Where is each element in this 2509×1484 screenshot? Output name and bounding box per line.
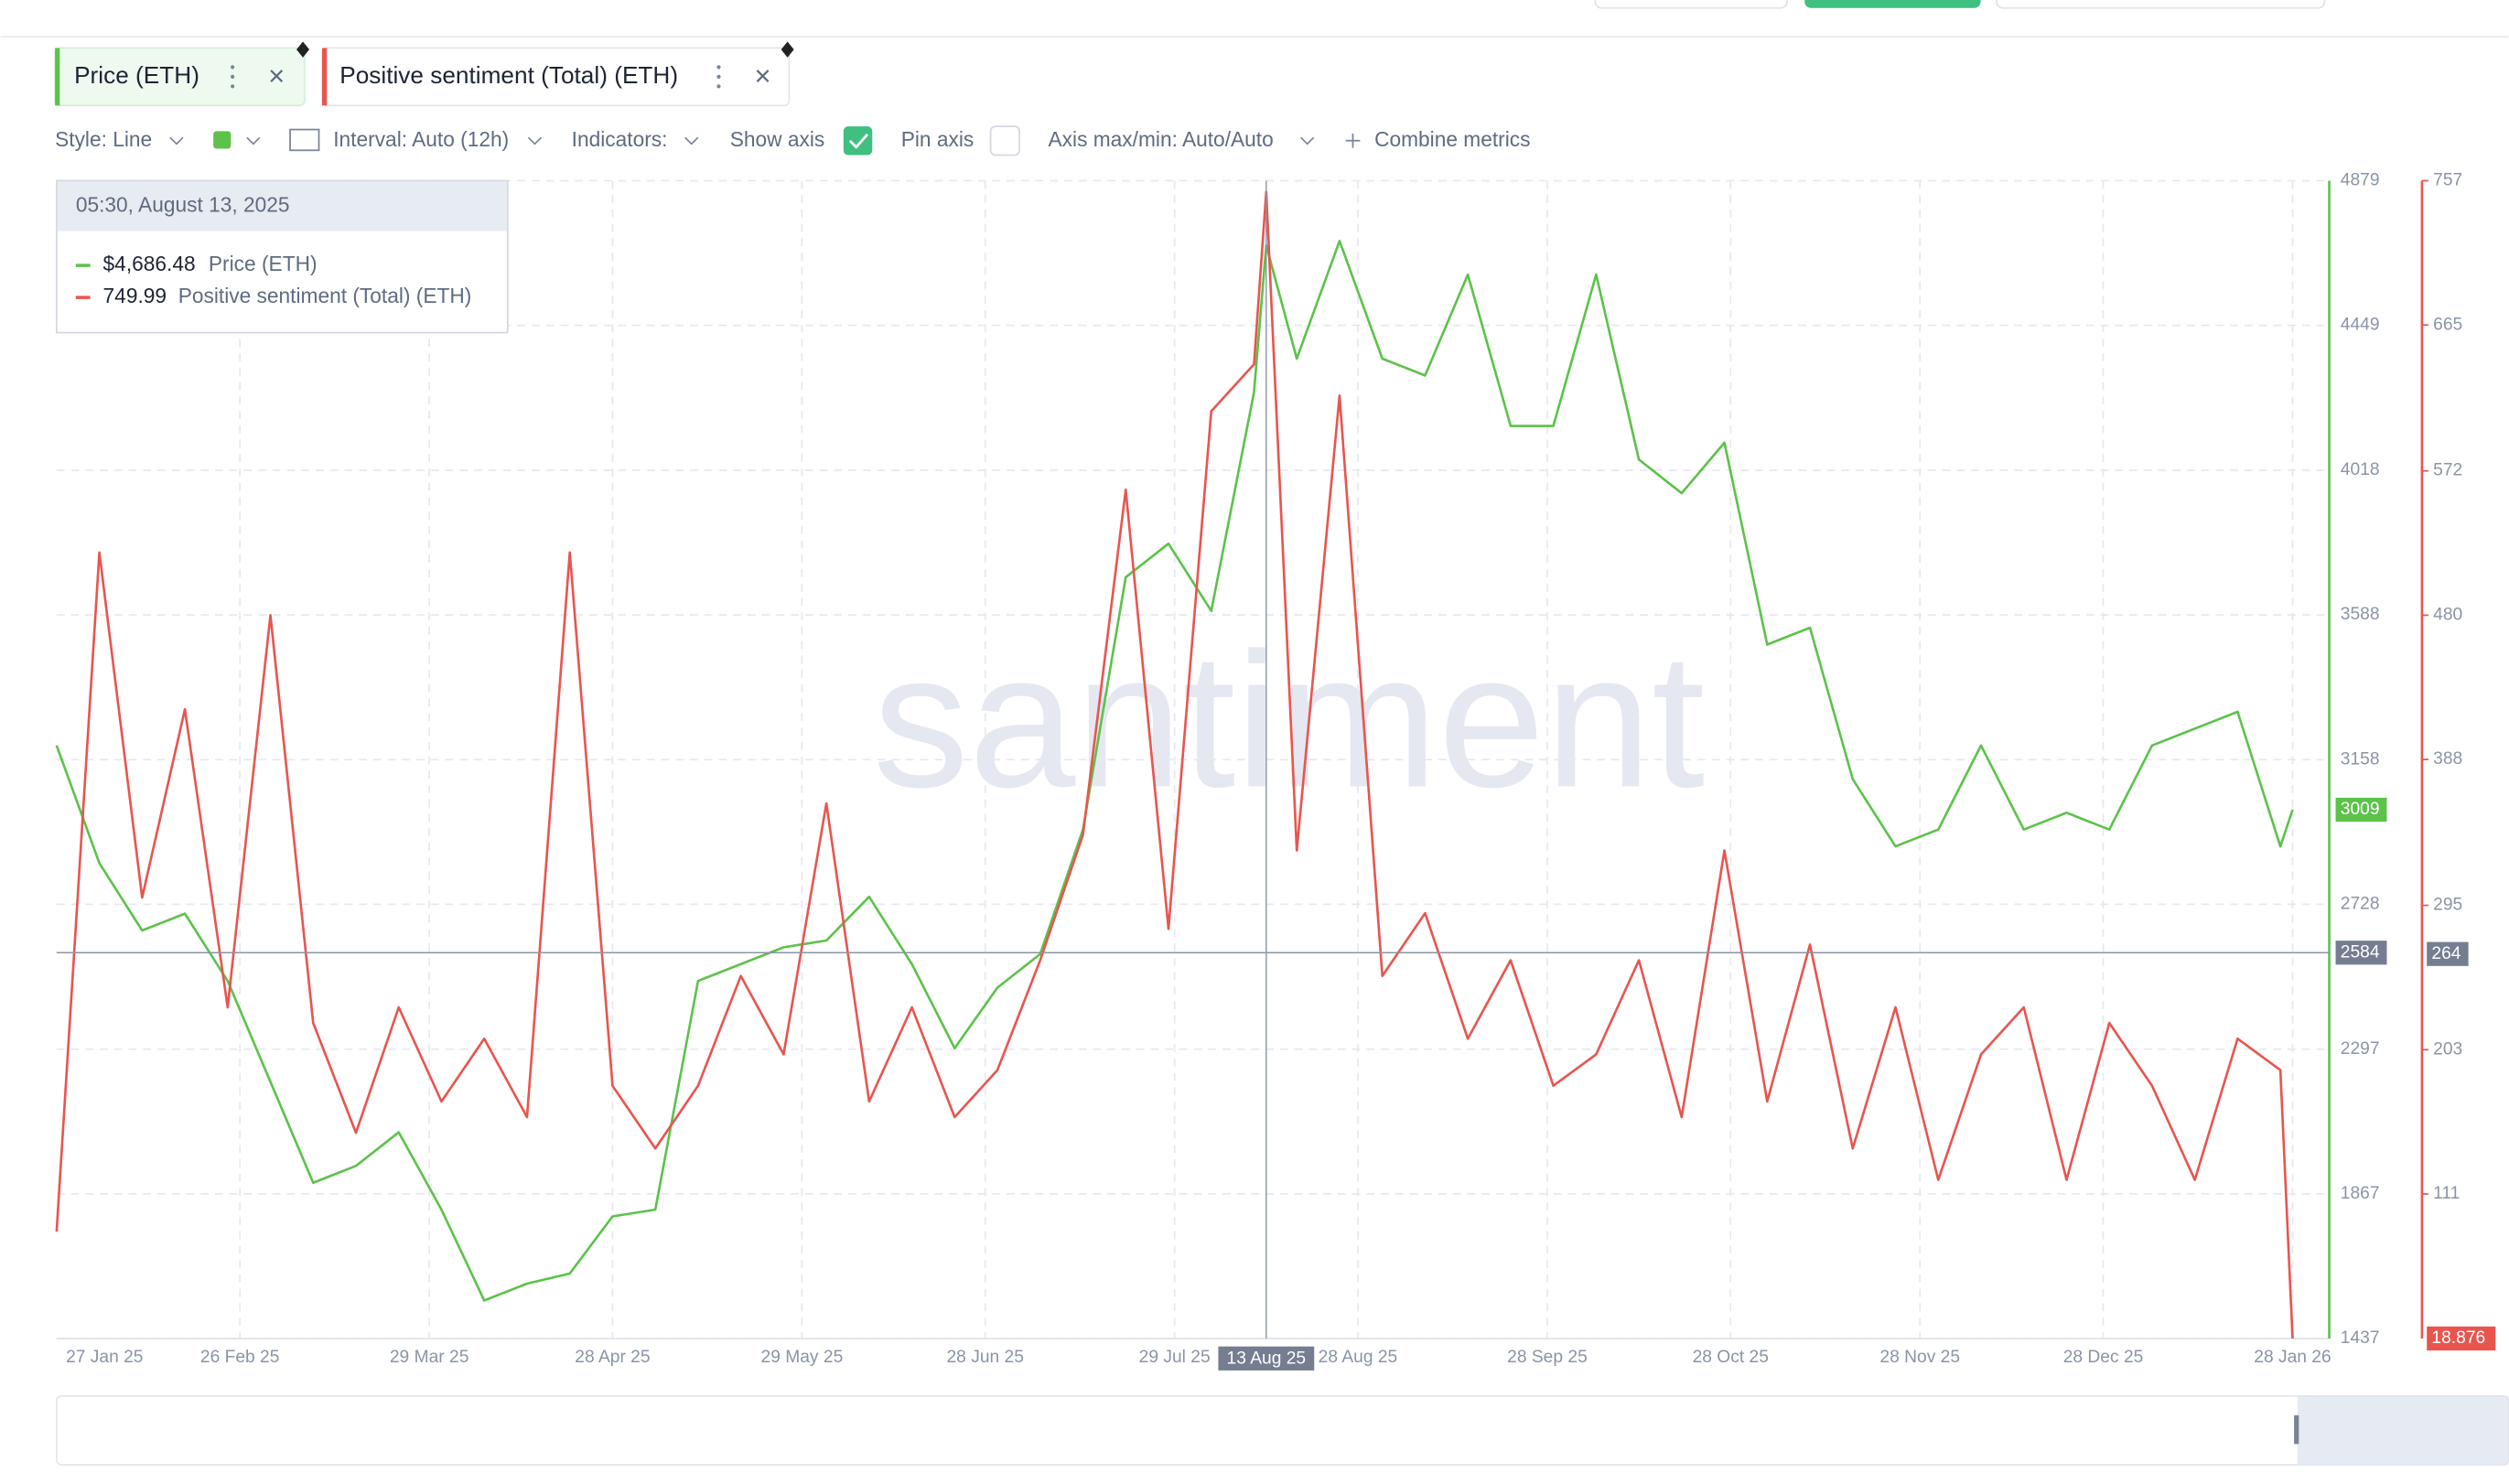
tooltip-value: 749.99 (103, 284, 167, 307)
plot: santiment 1437 1867 2297 2728 3158 3588 4018 444… (55, 171, 2496, 1371)
x-tick-label: 28 Apr 25 (575, 1348, 650, 1367)
x-tick-label: 29 May 25 (761, 1348, 844, 1367)
y-tick-label: 3158 (2341, 749, 2380, 769)
show-axis-checkbox[interactable] (843, 126, 873, 156)
x-tick-label: 28 Jun 25 (946, 1348, 1023, 1367)
navigator[interactable] (55, 1394, 2509, 1466)
series-line (55, 190, 2294, 1339)
x-tick-label: 28 Nov 25 (1879, 1348, 1960, 1367)
crosshair-price: 2584 (2341, 942, 2380, 962)
pin-axis-label[interactable]: Pin axis (901, 127, 975, 151)
tooltip-date: 05:30, August 13, 2025 (76, 192, 290, 216)
navigator-window[interactable] (2297, 1395, 2509, 1466)
interval-icon (289, 128, 320, 152)
color-picker[interactable] (213, 131, 232, 149)
crosshair-date-badge (1218, 1346, 1315, 1371)
x-tick-label: 27 Jan 25 (66, 1348, 143, 1367)
tooltip-series: Positive sentiment (Total) (ETH) (178, 284, 472, 307)
style-select[interactable]: Style: Line (55, 127, 152, 151)
x-tick-label: 28 Oct 25 (1693, 1348, 1769, 1367)
x-tick-label: 29 Mar 25 (390, 1348, 469, 1367)
pin-axis-checkbox[interactable] (989, 125, 1020, 156)
crosshair-price-badge (2335, 941, 2387, 965)
watermark: santiment (873, 613, 1705, 827)
x-tick-label: 26 Feb 25 (200, 1348, 280, 1367)
last-value: 3009 (2341, 800, 2380, 819)
last-value-badge (2427, 1326, 2496, 1351)
tab-label: Price (ETH) (74, 61, 199, 89)
last-value-badge (2335, 797, 2387, 823)
indicators-select[interactable]: Indicators: (572, 127, 668, 151)
tooltip-series: Price (ETH) (209, 252, 318, 275)
y2-tick-label: 572 (2433, 461, 2462, 480)
y2-tick-label: 203 (2433, 1039, 2462, 1059)
y2-tick-label: 111 (2433, 1184, 2460, 1203)
header-button[interactable] (1996, 0, 2326, 9)
combine-metrics[interactable]: Combine metrics (1374, 127, 1530, 151)
metric-tab[interactable]: Price (ETH) (54, 41, 310, 107)
y-tick-label: 1437 (2341, 1328, 2380, 1348)
y-tick-label: 2728 (2341, 894, 2380, 913)
y-tick-label: 4449 (2341, 316, 2380, 335)
axis-minmax-select[interactable]: Axis max/min: Auto/Auto (1049, 127, 1274, 151)
y-tick-label: 1867 (2341, 1184, 2380, 1203)
metric-tab[interactable]: Positive sentiment (Total) (ETH) (321, 41, 794, 107)
tooltip-value: $4,686.48 (103, 252, 196, 275)
y2-tick-label: 665 (2433, 315, 2462, 334)
y2-tick-label: 295 (2433, 896, 2462, 915)
crosshair-date: 13 Aug 25 (1227, 1350, 1307, 1369)
header-button[interactable] (1804, 0, 1981, 8)
x-tick-label: 28 Dec 25 (2063, 1348, 2144, 1367)
x-tick-label: 28 Sep 25 (1507, 1348, 1588, 1367)
y-tick-label: 4879 (2341, 171, 2380, 190)
last-value: 18.876 (2431, 1328, 2485, 1348)
x-tick-label: 29 Jul 25 (1139, 1348, 1211, 1367)
series-line (55, 240, 2294, 1302)
tab-label: Positive sentiment (Total) (ETH) (339, 61, 678, 89)
crosshair-sentiment-badge (2427, 941, 2469, 966)
y2-tick-label: 480 (2433, 605, 2462, 624)
show-axis-label[interactable]: Show axis (730, 127, 825, 151)
x-tick-label: 28 Aug 25 (1319, 1348, 1398, 1367)
tooltip: 05:30, August 13, 2025 $4,686.48 Price (… (55, 179, 509, 334)
y2-tick-label: 757 (2433, 171, 2462, 190)
interval-select[interactable]: Interval: Auto (12h) (333, 127, 509, 151)
header-button[interactable] (1594, 0, 1788, 9)
crosshair-sentiment: 264 (2431, 944, 2461, 963)
navigator-handle[interactable] (2294, 1414, 2299, 1445)
x-tick-label: 28 Jan 26 (2254, 1348, 2331, 1367)
y-tick-label: 2297 (2341, 1039, 2380, 1059)
y-tick-label: 3588 (2341, 605, 2380, 624)
y-tick-label: 4018 (2341, 460, 2380, 479)
y2-tick-label: 388 (2433, 749, 2462, 769)
toolbar: Style: Line Interval: Auto (12h) Indicat… (55, 125, 1531, 156)
